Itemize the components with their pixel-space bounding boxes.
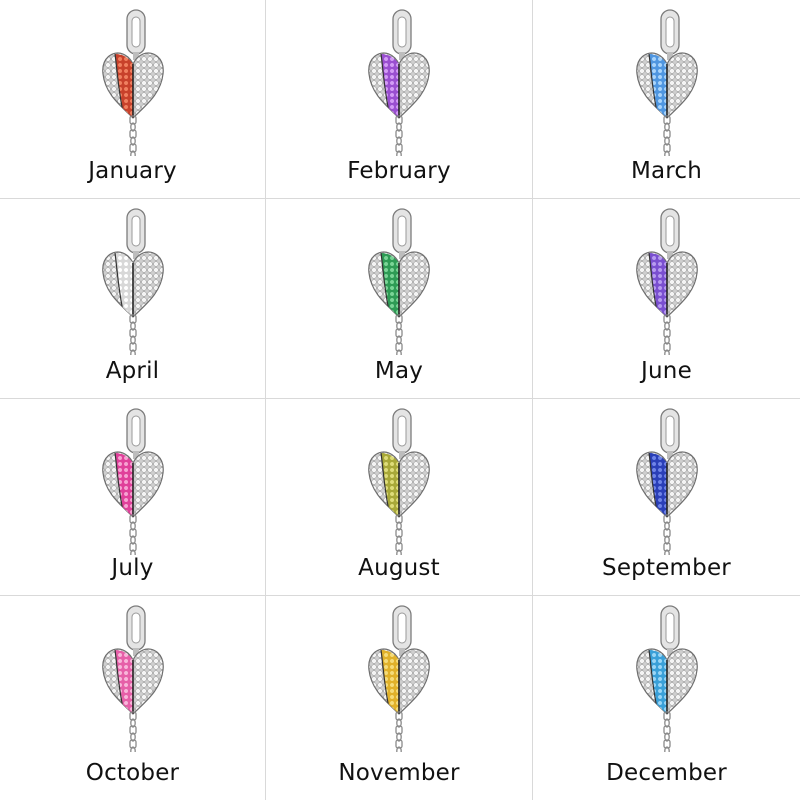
- charm-tile-0: January: [0, 0, 266, 199]
- bail-ring: [392, 9, 412, 55]
- month-label: October: [85, 760, 180, 786]
- charm-tile-9: October: [0, 596, 266, 800]
- bail-ring: [659, 9, 680, 55]
- bail-ring: [659, 408, 680, 454]
- chain: [128, 314, 137, 355]
- chain: [128, 115, 137, 156]
- charm-tile-8: September: [533, 399, 800, 596]
- bail-ring: [125, 408, 146, 454]
- charm-tile-4: May: [266, 199, 533, 399]
- chain: [128, 514, 137, 555]
- charm-tile-7: August: [266, 399, 533, 596]
- chain: [662, 514, 671, 555]
- bail-ring: [392, 605, 412, 651]
- chain: [662, 115, 671, 156]
- bail-ring: [125, 208, 146, 254]
- heart-charm-image: [93, 8, 173, 156]
- heart-charm-image: [627, 604, 707, 752]
- charm-tile-10: November: [266, 596, 533, 800]
- month-label: May: [374, 358, 424, 384]
- chain: [395, 514, 403, 555]
- charm-tile-11: December: [533, 596, 800, 800]
- heart-charm-image: [627, 207, 707, 355]
- heart-charm-image: [93, 604, 173, 752]
- heart-charm-image: [627, 8, 707, 156]
- charm-tile-2: March: [533, 0, 800, 199]
- bail-ring: [125, 9, 146, 55]
- heart-charm-image: [359, 604, 439, 752]
- month-label: December: [606, 760, 727, 786]
- month-label: July: [111, 555, 154, 581]
- month-label: April: [105, 358, 160, 384]
- month-label: August: [358, 555, 440, 581]
- month-label: March: [630, 158, 703, 184]
- chain: [395, 314, 403, 355]
- month-label: January: [88, 158, 177, 184]
- chain: [395, 115, 403, 156]
- heart-charm-image: [359, 407, 439, 555]
- chain: [662, 711, 671, 752]
- chain: [395, 711, 403, 752]
- heart-charm-image: [627, 407, 707, 555]
- charm-tile-1: February: [266, 0, 533, 199]
- heart-charm-image: [93, 207, 173, 355]
- chain: [128, 711, 137, 752]
- charm-tile-3: April: [0, 199, 266, 399]
- bail-ring: [125, 605, 146, 651]
- chain: [662, 314, 671, 355]
- charm-tile-6: July: [0, 399, 266, 596]
- bail-ring: [392, 408, 412, 454]
- bail-ring: [659, 605, 680, 651]
- heart-charm-image: [359, 207, 439, 355]
- bail-ring: [659, 208, 680, 254]
- month-label: June: [641, 358, 692, 384]
- month-label: February: [347, 158, 451, 184]
- bail-ring: [392, 208, 412, 254]
- month-label: September: [602, 555, 731, 581]
- charm-tile-5: June: [533, 199, 800, 399]
- month-label: November: [338, 760, 460, 786]
- heart-charm-image: [359, 8, 439, 156]
- heart-charm-image: [93, 407, 173, 555]
